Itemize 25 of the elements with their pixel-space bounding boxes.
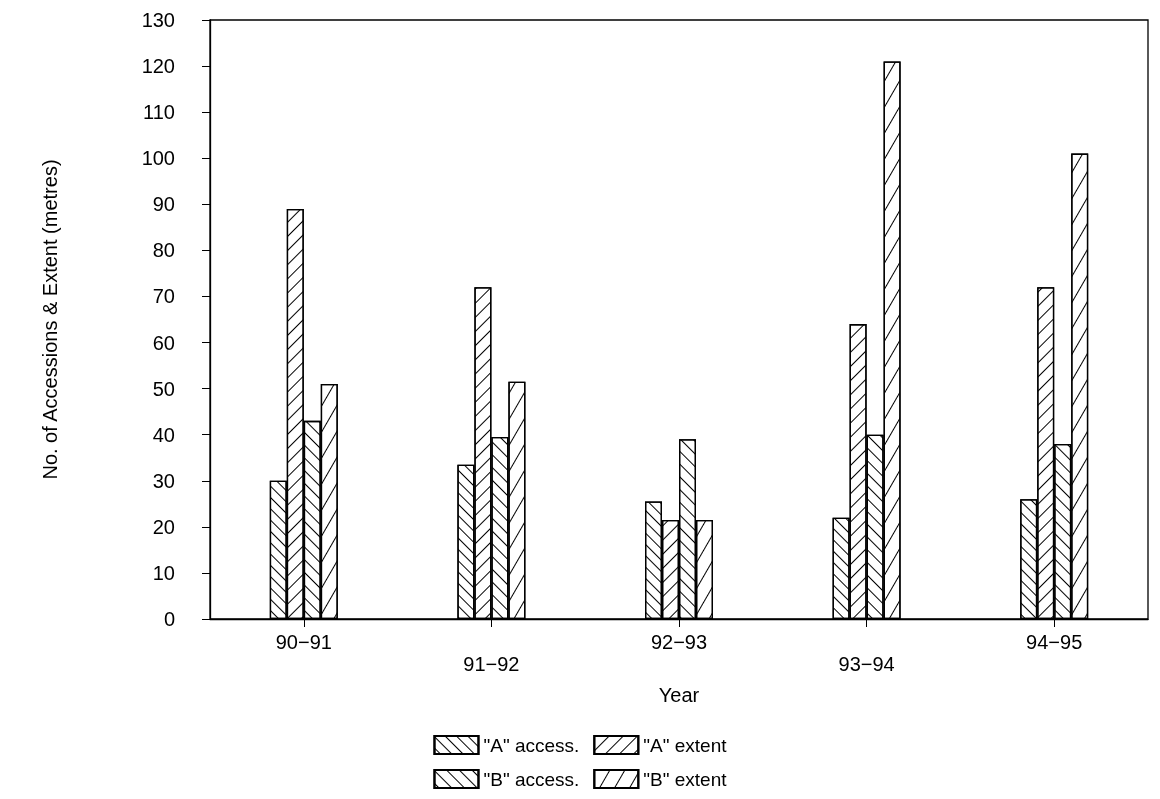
x-tick-label: 90−91 [275, 631, 332, 653]
y-axis-title: No. of Accessions & Extent (metres) [39, 159, 61, 480]
x-tick-label: 94−95 [1026, 631, 1083, 653]
y-tick-label: 40 [152, 423, 175, 446]
y-tick-label: 90 [152, 193, 175, 216]
y-tick-label: 30 [152, 469, 175, 492]
y-tick-label: 60 [152, 331, 175, 354]
legend-label: "B" access. [483, 768, 580, 790]
x-axis-title: Year [658, 684, 700, 706]
y-tick-label: 50 [152, 377, 175, 400]
y-tick-label: 10 [152, 561, 175, 584]
legend-label: "B" extent [643, 768, 728, 790]
legend-label: "A" access. [483, 734, 580, 756]
y-tick-label: 100 [141, 147, 175, 170]
y-tick-label: 70 [152, 285, 175, 308]
y-tick-label: 110 [143, 101, 175, 124]
x-tick-label: 91−92 [463, 653, 520, 675]
x-tick-label: 92−93 [650, 631, 708, 653]
y-tick-label: 20 [152, 515, 175, 538]
y-tick-label: 0 [163, 608, 175, 630]
legend-label: "A" extent [643, 734, 728, 756]
y-tick-label: 80 [152, 239, 175, 262]
y-tick-label: 120 [141, 55, 175, 78]
y-tick-label: 130 [141, 9, 175, 31]
x-tick-label: 93−94 [838, 653, 895, 675]
